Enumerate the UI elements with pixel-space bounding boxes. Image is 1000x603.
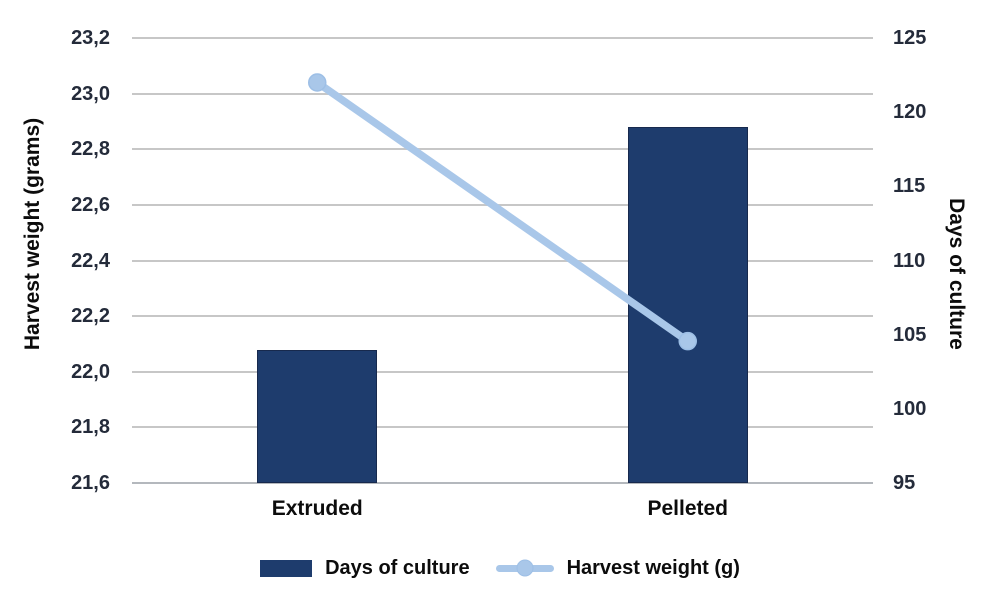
gridline — [132, 37, 873, 39]
legend-label-harvest-weight: Harvest weight (g) — [566, 556, 740, 579]
gridline — [132, 148, 873, 151]
left-axis-tick-label: 22,2 — [71, 305, 110, 328]
harvest-weight-line-layer — [308, 73, 697, 351]
gridline — [132, 482, 873, 484]
gridline — [132, 203, 873, 206]
x-axis-label-extruded: Extruded — [271, 497, 363, 520]
right-axis-tick-label: 110 — [893, 249, 926, 272]
left-axis-tick-label: 21,8 — [71, 416, 110, 439]
right-axis-tick-label: 125 — [893, 27, 927, 49]
plot-area — [132, 37, 873, 484]
left-axis-tick-label: 22,0 — [71, 360, 110, 383]
gridline — [132, 259, 873, 262]
days-of-culture-bar-extruded — [257, 349, 378, 483]
harvest-weight-line — [313, 78, 692, 345]
bar-swatch-icon — [260, 559, 313, 577]
left-axis-tick-label: 22,4 — [71, 249, 110, 272]
gridline — [132, 370, 873, 373]
gridline — [132, 92, 873, 95]
right-axis-tick-label: 95 — [893, 472, 916, 494]
left-axis-tick-label: 23,2 — [71, 27, 110, 49]
right-axis-tick-label: 100 — [893, 397, 927, 420]
legend-label-days-of-culture: Days of culture — [325, 556, 470, 579]
days-of-culture-bar-pelleted — [627, 127, 748, 483]
right-axis-tick-label: 105 — [893, 323, 927, 346]
right-axis-tick-label: 115 — [893, 175, 926, 198]
left-axis-tick-label: 22,8 — [71, 138, 110, 161]
legend-item-harvest-weight: Harvest weight (g) — [495, 556, 740, 580]
harvest-weight-marker-extruded — [308, 73, 327, 92]
legend-item-days-of-culture: Days of culture — [260, 556, 470, 580]
gridline — [132, 426, 873, 429]
left-axis-tick-label: 22,6 — [71, 193, 110, 216]
left-axis-tick-label: 21,6 — [71, 472, 110, 494]
gridline — [132, 315, 873, 318]
line-swatch-icon — [495, 559, 554, 578]
legend: Days of culture Harvest weight (g) — [0, 547, 1000, 589]
left-axis-tick-label: 23,0 — [71, 82, 110, 105]
legend-line-marker — [516, 559, 534, 577]
right-axis-tick-label: 120 — [893, 101, 927, 124]
left-axis-ticks: 23,2 23,0 22,8 22,6 22,4 22,2 22,0 21,8 21,6 — [0, 0, 112, 603]
harvest-weight-marker-pelleted — [678, 331, 697, 351]
x-axis-label-pelleted: Pelleted — [647, 497, 729, 520]
right-axis-ticks: 125 120 115 110 105 100 95 — [893, 0, 983, 603]
x-axis-labels: Extruded Pelleted — [132, 483, 873, 533]
